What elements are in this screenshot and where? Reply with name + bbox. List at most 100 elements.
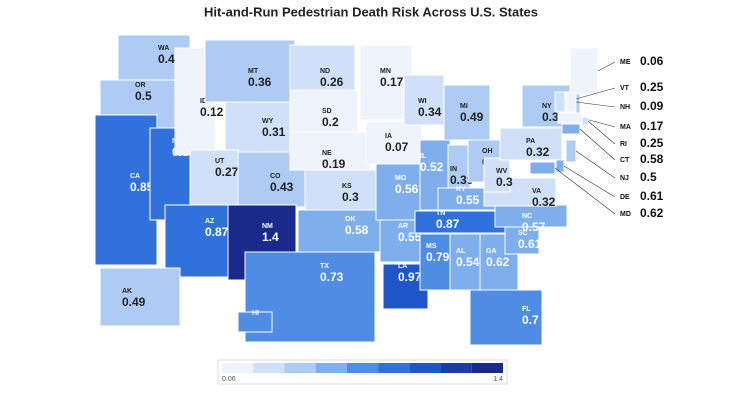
legend-swatch [222, 363, 254, 373]
state-value: 0.73 [320, 270, 344, 284]
legend-tick-label: 1.4 [493, 376, 503, 383]
state-abbr: NE [322, 150, 332, 157]
state-region [561, 123, 581, 135]
state-abbr: VA [532, 188, 541, 195]
state-region [469, 289, 543, 346]
callout-line [597, 61, 616, 72]
state-region [419, 233, 451, 291]
state-value: 0.06 [640, 54, 664, 68]
state-abbr: NJ [620, 175, 629, 182]
legend-swatch [471, 363, 503, 373]
state-value: 0.62 [486, 255, 510, 269]
state-abbr: WY [262, 118, 274, 125]
state-value: 0.36 [248, 75, 272, 89]
state-abbr: KS [342, 183, 352, 190]
state-abbr: TN [436, 210, 445, 217]
state-abbr: NC [522, 213, 532, 220]
state-value: 0.85 [130, 180, 154, 194]
state-region [581, 116, 589, 126]
state-abbr: CA [130, 173, 140, 180]
state-region [304, 169, 384, 211]
state-value: 0.12 [200, 105, 224, 119]
state-value: 0.26 [320, 75, 344, 89]
state-region [565, 139, 577, 163]
state-value: 0.49 [460, 110, 484, 124]
state-value: 0.55 [456, 193, 480, 207]
state-abbr: AR [398, 223, 408, 230]
state-abbr: KY [456, 186, 466, 193]
state-value: 0.25 [640, 136, 664, 150]
state-value: 0.79 [426, 250, 450, 264]
callout-line [587, 120, 616, 145]
state-abbr: ND [320, 68, 330, 75]
state-region [365, 121, 423, 165]
state-value: 0.57 [522, 220, 546, 234]
state-region [289, 89, 359, 133]
state-abbr: IN [450, 166, 457, 173]
state-region [237, 311, 273, 333]
legend-swatch [253, 363, 285, 373]
state-value: 0.43 [270, 180, 294, 194]
state-abbr: VT [620, 85, 630, 92]
state-abbr: MD [620, 211, 631, 218]
state-value: 0.87 [205, 225, 229, 239]
callout-line [563, 165, 616, 198]
state-abbr: CT [620, 157, 630, 164]
legend-swatch [409, 363, 441, 373]
state-abbr: RI [620, 141, 627, 148]
state-value: 0.58 [640, 152, 664, 166]
legend-swatch [346, 363, 379, 373]
state-value: 0.3 [342, 190, 359, 204]
state-value: 0.25 [640, 80, 664, 94]
state-region [565, 91, 577, 113]
state-value: 0.34 [418, 105, 442, 119]
state-region [557, 112, 583, 124]
state-value: 0.56 [395, 182, 419, 196]
state-abbr: HI [252, 310, 259, 317]
state-region [554, 91, 566, 113]
state-region [224, 101, 298, 155]
state-abbr: PA [526, 138, 535, 145]
state-value: 0.31 [262, 125, 286, 139]
state-region [555, 159, 565, 173]
state-abbr: MN [380, 68, 391, 75]
state-value: 0.55 [398, 230, 422, 244]
state-value: 0.32 [526, 145, 550, 159]
state-value: 0.49 [122, 295, 146, 309]
state-value: 0.52 [420, 160, 444, 174]
state-abbr: CO [270, 173, 281, 180]
state-abbr: ME [620, 59, 631, 66]
state-value: 0.62 [640, 206, 664, 220]
state-abbr: WA [158, 45, 169, 52]
state-region [204, 39, 296, 103]
state-abbr: NH [620, 104, 630, 111]
legend-swatch [315, 363, 347, 373]
legend-swatch [378, 363, 410, 373]
state-abbr: OK [345, 216, 356, 223]
callout-line [575, 101, 616, 108]
state-value: 0.87 [436, 217, 460, 231]
state-value: 0.19 [322, 157, 346, 171]
state-abbr: TX [320, 263, 329, 270]
state-region [297, 209, 387, 253]
state-abbr: WI [418, 98, 427, 105]
legend-swatch [284, 363, 316, 373]
state-abbr: GA [486, 248, 497, 255]
state-region [499, 127, 563, 161]
legend-frame [217, 359, 508, 385]
state-value: 0.17 [380, 75, 404, 89]
state-region [164, 204, 231, 278]
state-abbr: MI [460, 103, 468, 110]
state-abbr: MT [248, 68, 259, 75]
chart-title: Hit-and-Run Pedestrian Death Risk Across… [204, 4, 538, 19]
state-abbr: SD [322, 108, 332, 115]
state-abbr: AK [122, 288, 132, 295]
state-abbr: MS [426, 243, 437, 250]
legend-tick-label: 0.06 [222, 376, 236, 383]
state-value: 0.54 [456, 255, 480, 269]
state-abbr: UT [215, 158, 225, 165]
state-abbr: DE [620, 194, 630, 201]
state-region [449, 233, 481, 291]
callout-line [575, 150, 616, 179]
